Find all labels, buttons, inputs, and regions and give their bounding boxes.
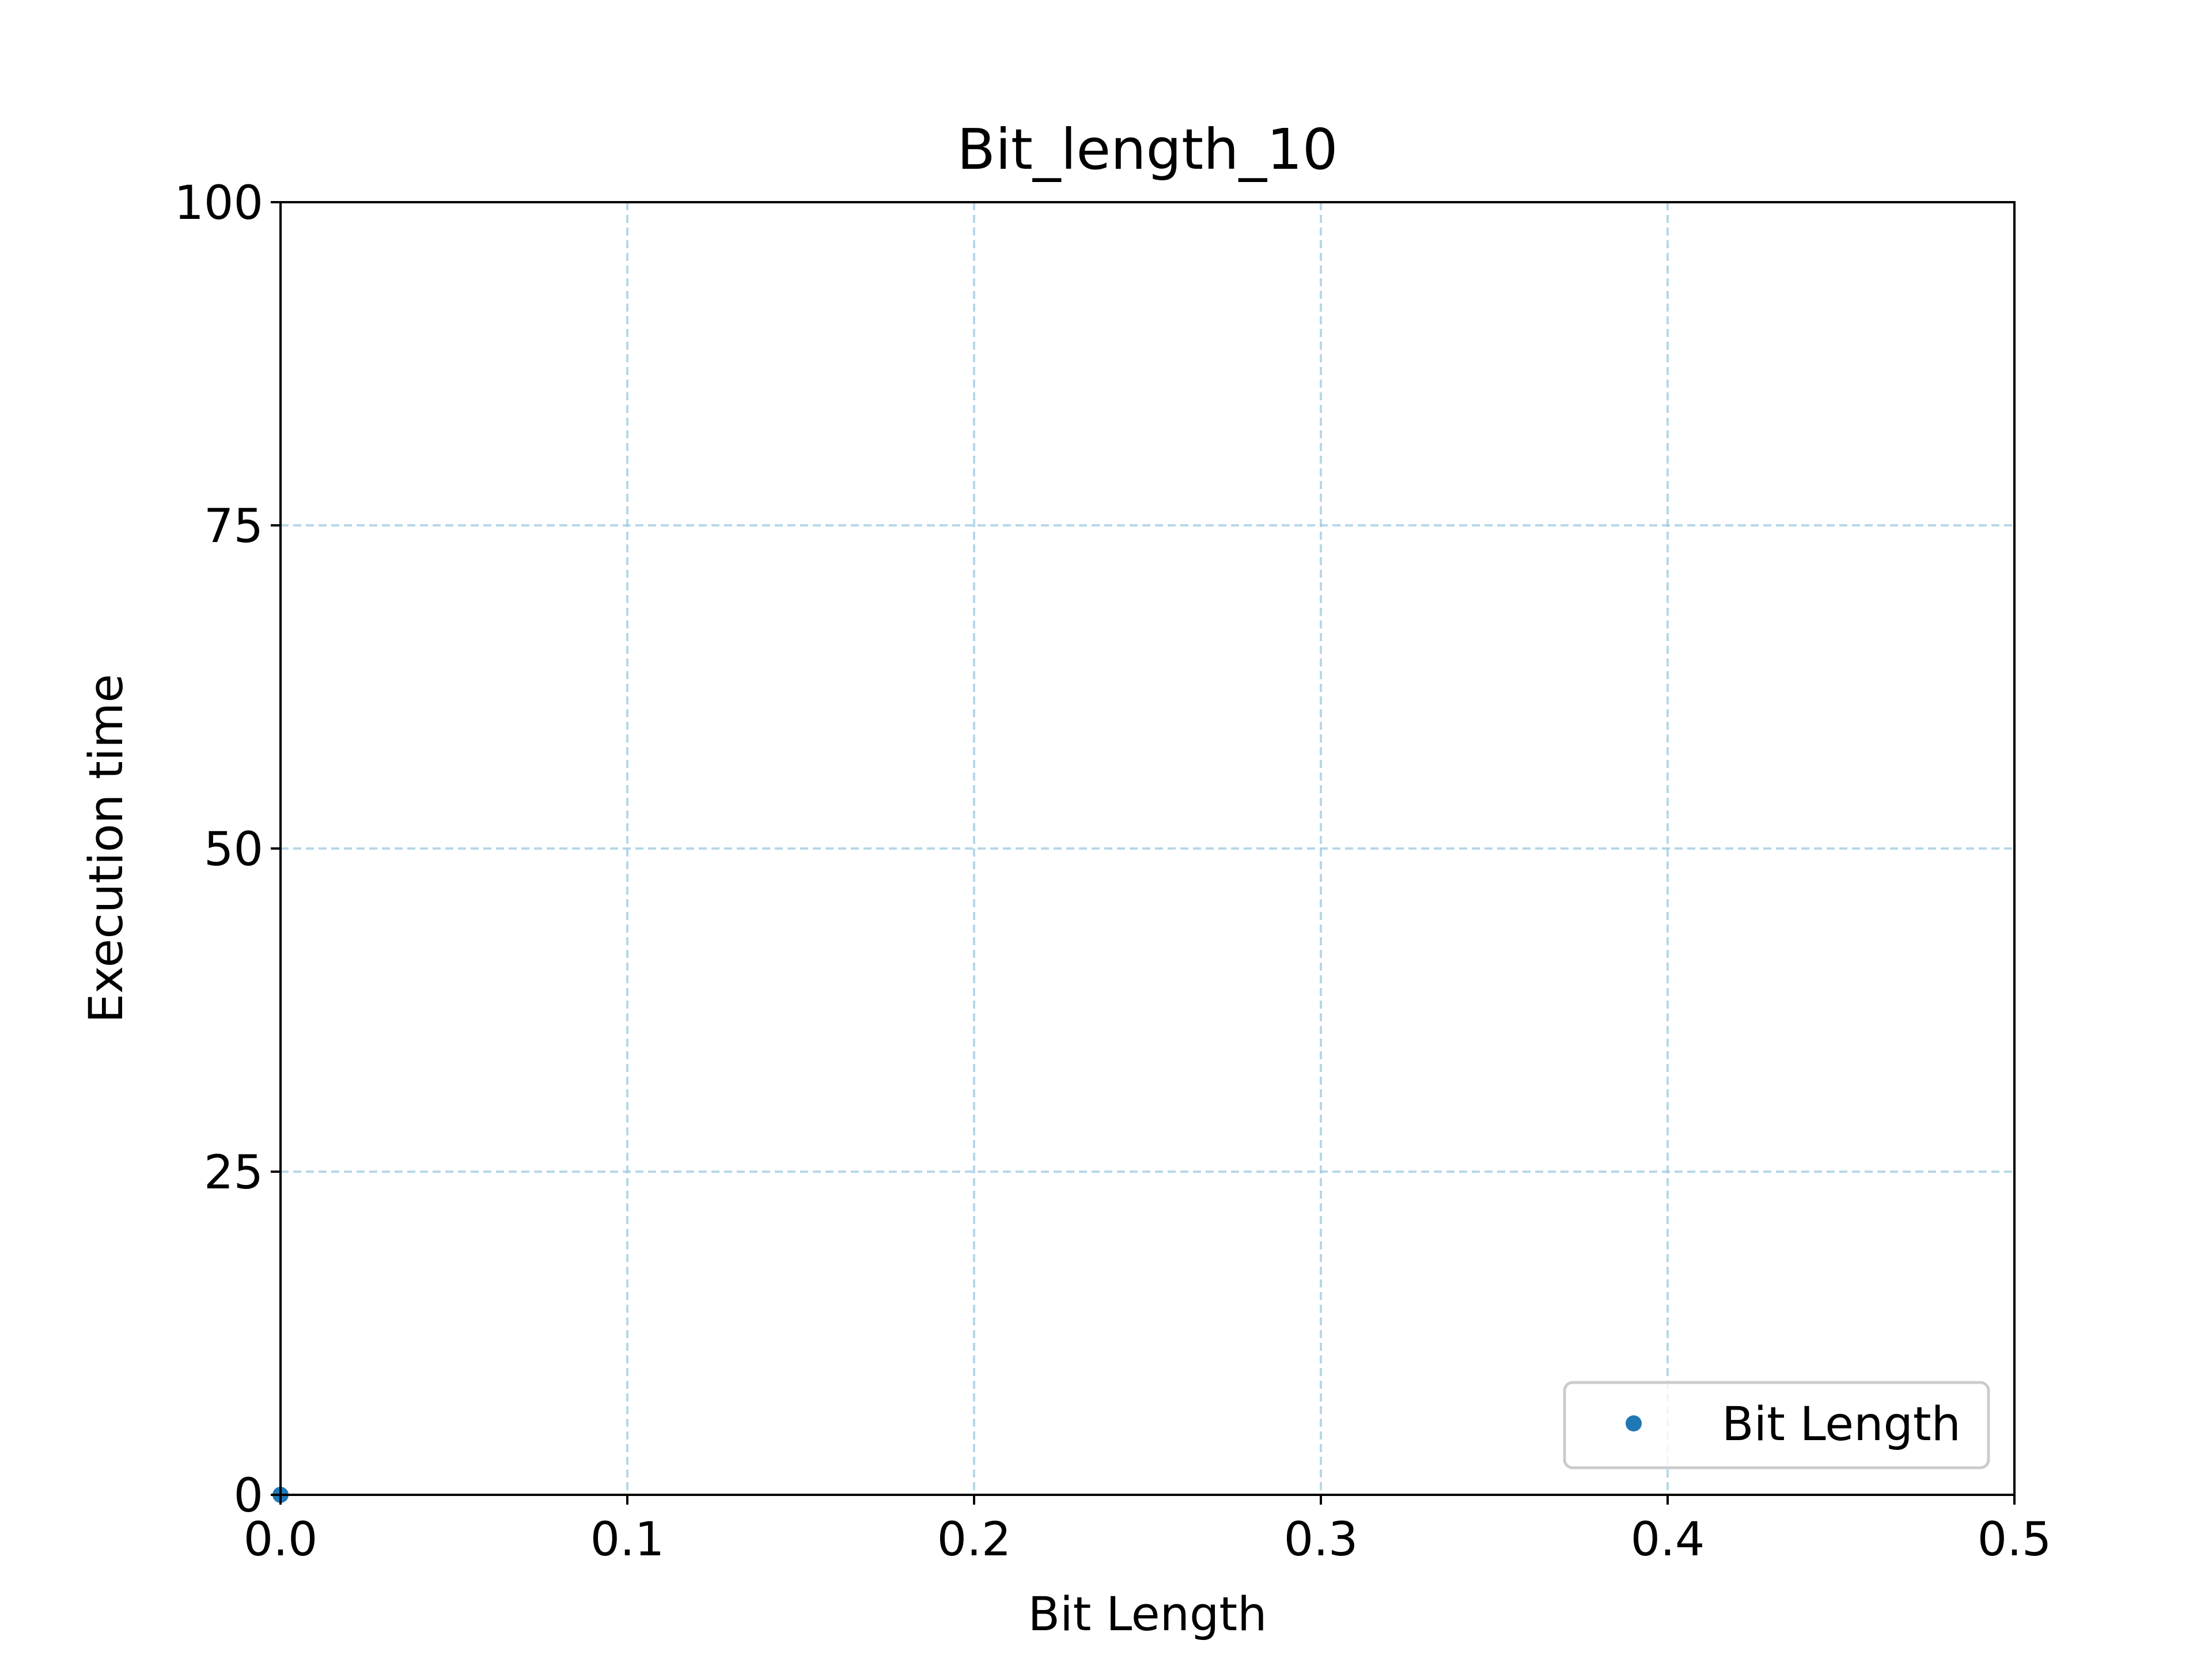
y-tick-label-3: 75 bbox=[204, 499, 263, 554]
chart-title: Bit_length_10 bbox=[957, 117, 1338, 182]
x-tick-label-2: 0.2 bbox=[937, 1513, 1012, 1567]
y-tick-label-4: 100 bbox=[174, 176, 263, 230]
grid-lines bbox=[281, 202, 2014, 1495]
axis-ticks: 0.0 0.1 0.2 0.3 0.4 0.5 0 25 50 75 100 bbox=[174, 176, 2051, 1567]
x-tick-label-0: 0.0 bbox=[244, 1513, 318, 1567]
y-tick-label-1: 25 bbox=[204, 1146, 263, 1200]
legend-marker bbox=[1626, 1415, 1642, 1431]
x-tick-label-3: 0.3 bbox=[1284, 1513, 1358, 1567]
x-tick-label-1: 0.1 bbox=[590, 1513, 665, 1567]
x-axis-label: Bit Length bbox=[1028, 1588, 1267, 1642]
legend-frame bbox=[1563, 1381, 1990, 1469]
legend: Bit Length bbox=[1563, 1381, 1990, 1469]
legend-label: Bit Length bbox=[1722, 1397, 1961, 1452]
y-axis-label: Execution time bbox=[79, 674, 134, 1023]
x-tick-label-4: 0.4 bbox=[1631, 1513, 1705, 1567]
y-tick-label-2: 50 bbox=[204, 823, 263, 877]
x-tick-label-5: 0.5 bbox=[1978, 1513, 2052, 1567]
y-tick-label-0: 0 bbox=[233, 1469, 263, 1523]
